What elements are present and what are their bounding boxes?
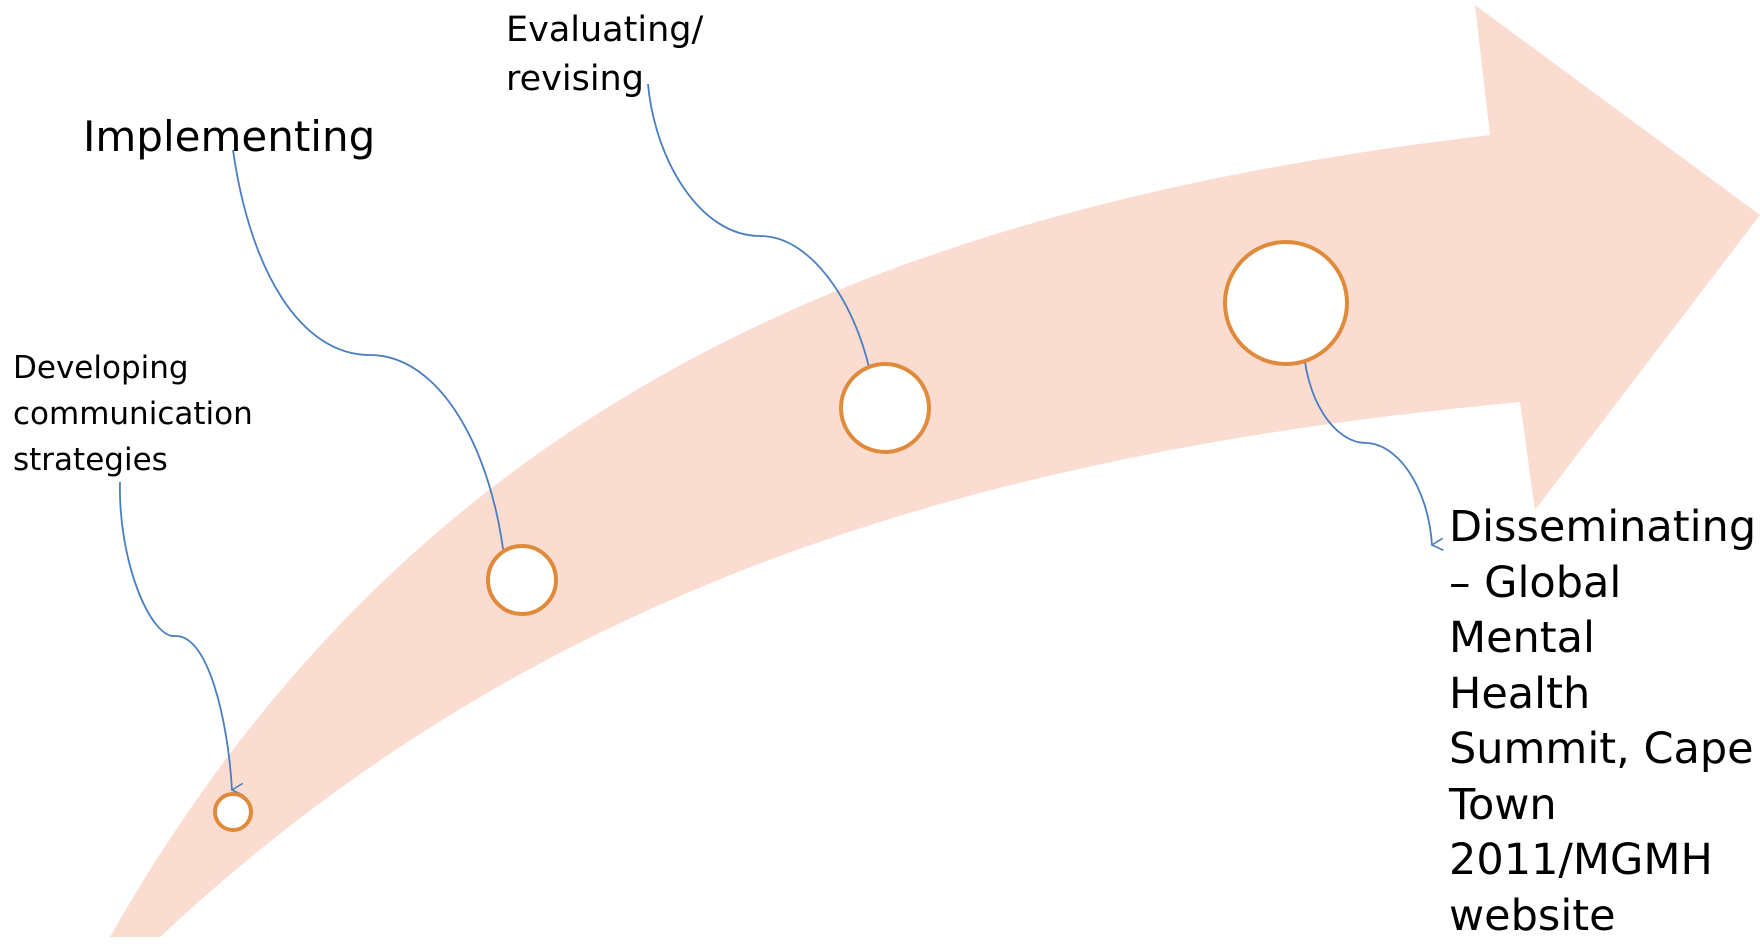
stage-label-disseminating: Disseminating – Global Mental Health Sum… [1449,502,1757,941]
stage-label-implementing: Implementing [83,112,376,161]
curved-progress-arrow [110,5,1760,937]
stage-marker-implementing [486,544,558,616]
stage-marker-developing [213,792,253,832]
connector-evaluating [647,83,886,394]
connector-implementing [232,149,517,571]
stage-label-developing: Developing communication strategies [13,350,253,478]
connector-developing [119,481,244,797]
connector-disseminating [1302,337,1444,551]
stage-marker-evaluating [839,362,931,454]
stage-marker-disseminating [1223,240,1349,366]
stage-label-evaluating: Evaluating/ revising [506,10,704,99]
